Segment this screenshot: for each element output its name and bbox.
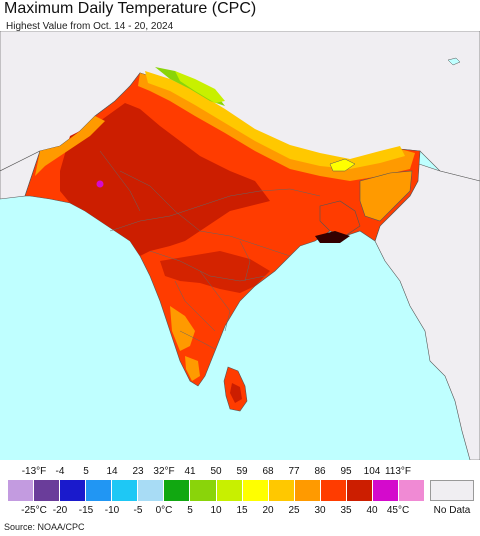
legend-tick-label: 86: [314, 466, 326, 477]
legend-swatch: [242, 480, 269, 501]
region-sri-lanka-core: [230, 383, 242, 403]
legend-tick-label: -15: [78, 505, 94, 516]
legend-tick-label: -20: [52, 505, 68, 516]
map-title: Maximum Daily Temperature (CPC): [4, 0, 257, 17]
legend-swatch: [8, 480, 35, 501]
legend-tick-label: 113°F: [384, 466, 412, 477]
legend-tick-label: 40: [366, 505, 378, 516]
legend-swatch: [164, 480, 191, 501]
legend-tick-label: -13°F: [21, 466, 47, 477]
region-bangladesh: [319, 200, 361, 237]
legend-tick-label: -25°C: [21, 505, 47, 516]
legend-tick-label: 35: [340, 505, 352, 516]
legend-swatch: [372, 480, 399, 501]
legend-tick-label: 10: [210, 505, 222, 516]
hotspot-magenta: [96, 180, 104, 188]
state-borders: [99, 150, 321, 350]
region-ne-india: [359, 170, 413, 222]
legend-tick-label: 14: [106, 466, 118, 477]
legend-swatch: [138, 480, 165, 501]
legend-swatch: [190, 480, 217, 501]
legend-tick-label: -10: [104, 505, 120, 516]
region-southwest-orange: [170, 306, 195, 351]
legend-tick-label: 5: [187, 505, 193, 516]
legend-tick-label: 20: [262, 505, 274, 516]
region-himalaya-yellow: [145, 71, 405, 169]
region-central-dark: [160, 251, 270, 293]
legend-swatch: [112, 480, 139, 501]
legend-no-data-swatch: [430, 480, 474, 501]
lake-marker: [447, 57, 461, 66]
legend-tick-label: 68: [262, 466, 274, 477]
region-himalaya-lime: [175, 71, 225, 103]
legend-fahrenheit-ticks: -13°F -4 5 14 23 32°F 41 50 59 68 77 86 95 104 113°F: [0, 466, 480, 478]
region-south-tip-orange: [185, 356, 200, 381]
legend-tick-label: 45°C: [386, 505, 410, 516]
source-credit: Source: NOAA/CPC: [4, 522, 85, 532]
legend-tick-label: 41: [184, 466, 196, 477]
legend-tick-label: 77: [288, 466, 300, 477]
legend-tick-label: 5: [83, 466, 89, 477]
legend-no-data-label: No Data: [433, 505, 471, 516]
legend-swatch: [398, 480, 424, 501]
legend-tick-label: 104: [363, 466, 381, 477]
legend-swatch: [60, 480, 87, 501]
legend-swatch: [320, 480, 347, 501]
legend-swatch: [346, 480, 373, 501]
region-bhutan: [329, 158, 356, 172]
legend-swatch: [294, 480, 321, 501]
legend-swatch: [86, 480, 113, 501]
legend-tick-label: 95: [340, 466, 352, 477]
legend-tick-label: 59: [236, 466, 248, 477]
map-subtitle: Highest Value from Oct. 14 - 20, 2024: [6, 21, 174, 32]
legend-swatch: [216, 480, 243, 501]
legend-color-bar: [8, 480, 424, 501]
legend-tick-label: 23: [132, 466, 144, 477]
legend-tick-label: 32°F: [153, 466, 175, 477]
legend-celsius-ticks: -25°C -20 -15 -10 -5 0°C 5 10 15 20 25 30 35 40 45°C: [0, 505, 480, 517]
region-northwest-orange: [35, 116, 105, 176]
legend-tick-label: 50: [210, 466, 222, 477]
temperature-map: [0, 31, 480, 460]
legend-tick-label: 0°C: [155, 505, 173, 516]
legend-tick-label: 25: [288, 505, 300, 516]
region-hot-core: [60, 103, 270, 256]
legend-tick-label: -5: [133, 505, 143, 516]
legend-tick-label: -4: [55, 466, 65, 477]
region-sundarbans: [315, 231, 350, 243]
legend-tick-label: 30: [314, 505, 326, 516]
legend-swatch: [268, 480, 295, 501]
legend-tick-label: 15: [236, 505, 248, 516]
legend-swatch: [34, 480, 61, 501]
